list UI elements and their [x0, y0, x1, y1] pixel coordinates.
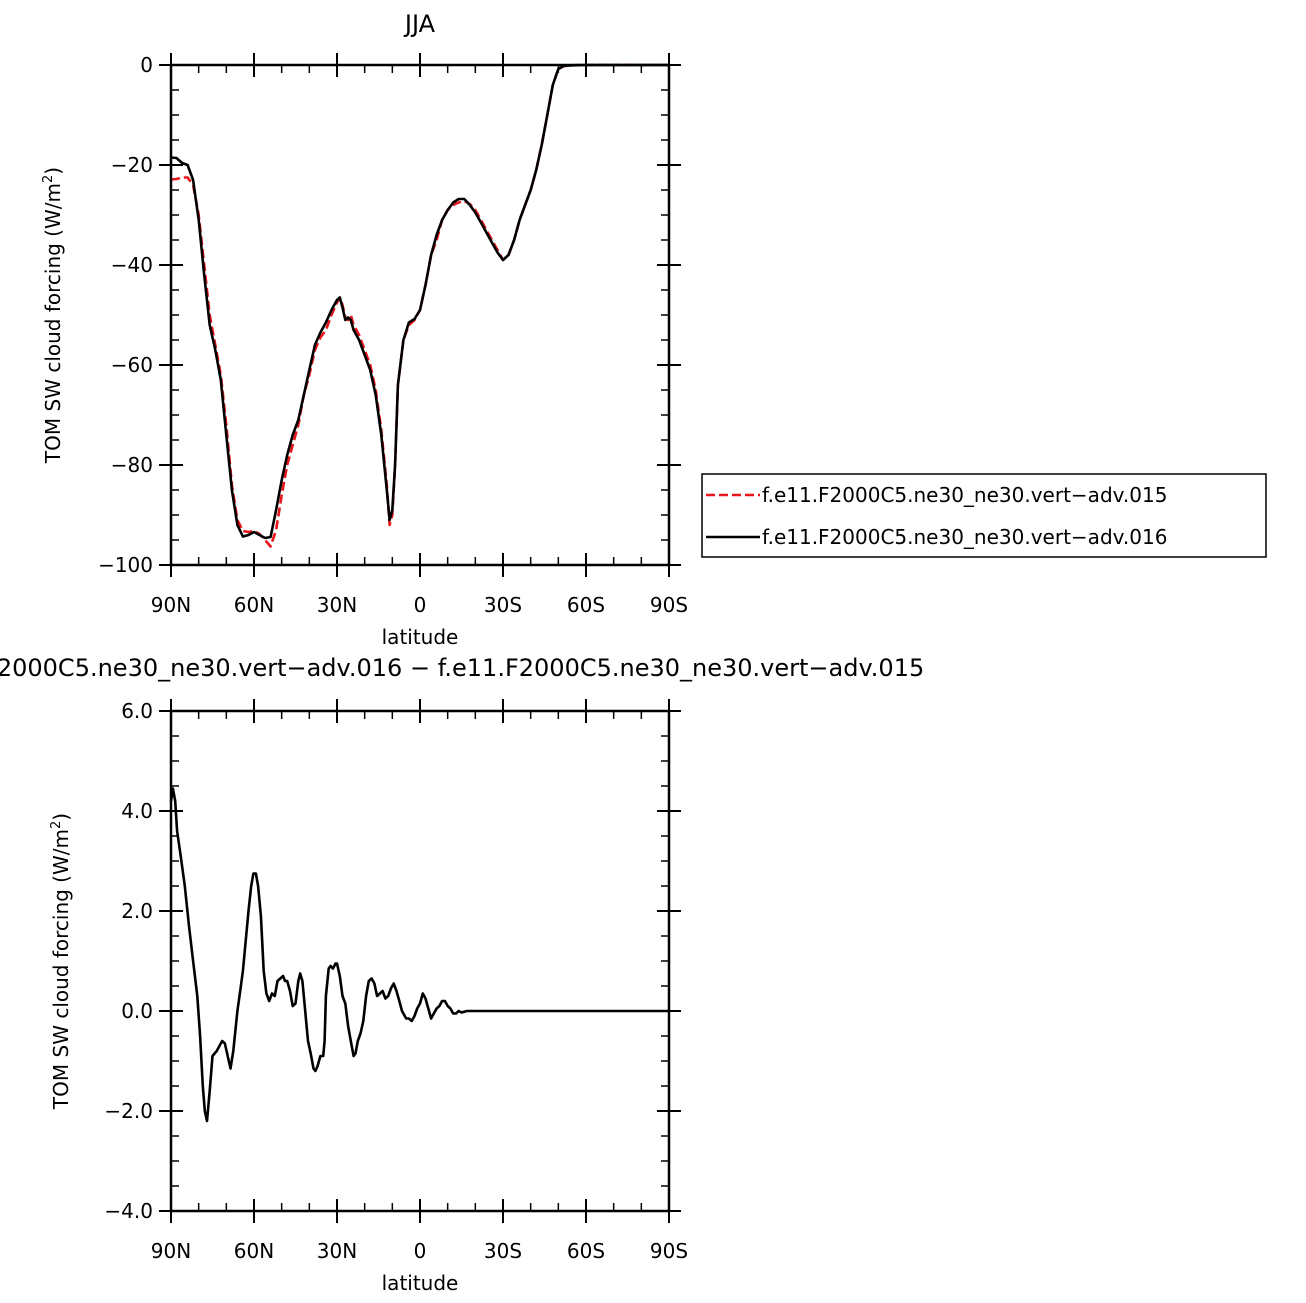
top-x-axis-label: latitude	[382, 625, 459, 649]
bottom-y-tick-label: 0.0	[121, 999, 153, 1023]
top-series-line-1	[170, 63, 669, 540]
top-series-group	[170, 63, 669, 548]
top-x-ticks: 90N 60N 30N 0 30S 60S 90S	[151, 53, 688, 617]
top-y-tick-label: −20	[111, 153, 153, 177]
bottom-x-ticks: 90N 60N 30N 0 30S 60S 90S	[151, 699, 688, 1263]
top-y-axis-label-main: TOM SW cloud forcing (W/m	[41, 183, 65, 464]
top-y-tick-label: −80	[111, 453, 153, 477]
top-x-tick-label: 60N	[234, 593, 274, 617]
top-plot-frame	[169, 63, 671, 567]
top-y-tick-label: 0	[140, 53, 153, 77]
top-y-axis-label-sup: 2	[41, 175, 56, 183]
top-x-tick-label: 0	[414, 593, 427, 617]
bottom-y-axis-label-end: )	[49, 813, 73, 821]
top-y-tick-label: −100	[98, 553, 153, 577]
bottom-x-tick-label: 60S	[567, 1239, 605, 1263]
bottom-panel: f.e11.F2000C5.ne30_ne30.vert−adv.016 − f…	[0, 654, 924, 1295]
bottom-x-tick-label: 0	[414, 1239, 427, 1263]
top-x-tick-label: 90S	[650, 593, 688, 617]
bottom-y-tick-label: 4.0	[121, 799, 153, 823]
bottom-series-line-0	[169, 787, 669, 1123]
top-y-axis-label: TOM SW cloud forcing (W/m2)	[41, 167, 65, 464]
bottom-x-tick-label: 60N	[234, 1239, 274, 1263]
top-x-tick-label: 30S	[484, 593, 522, 617]
top-y-tick-label: −40	[111, 253, 153, 277]
bottom-x-axis-label: latitude	[382, 1271, 459, 1295]
bottom-series-group	[169, 787, 669, 1123]
bottom-y-tick-label: −2.0	[104, 1099, 153, 1123]
bottom-y-tick-label: 6.0	[121, 699, 153, 723]
bottom-y-axis-label-main: TOM SW cloud forcing (W/m	[49, 829, 73, 1110]
bottom-y-tick-label: −4.0	[104, 1199, 153, 1223]
legend: f.e11.F2000C5.ne30_ne30.vert−adv.015 f.e…	[701, 473, 1267, 558]
top-chart-title: JJA	[403, 10, 436, 38]
bottom-x-tick-label: 30N	[317, 1239, 357, 1263]
legend-label-015: f.e11.F2000C5.ne30_ne30.vert−adv.015	[762, 483, 1167, 507]
bottom-y-axis-label-sup: 2	[49, 821, 64, 829]
bottom-y-tick-label: 2.0	[121, 899, 153, 923]
bottom-y-ticks: −4.0 −2.0 0.0 2.0 4.0 6.0	[104, 699, 681, 1223]
top-y-tick-label: −60	[111, 353, 153, 377]
bottom-x-tick-label: 30S	[484, 1239, 522, 1263]
bottom-x-tick-label: 90S	[650, 1239, 688, 1263]
bottom-y-axis-label: TOM SW cloud forcing (W/m2)	[49, 813, 73, 1110]
bottom-plot-frame	[169, 709, 671, 1213]
bottom-chart-title: f.e11.F2000C5.ne30_ne30.vert−adv.016 − f…	[0, 654, 924, 682]
bottom-x-tick-label: 90N	[151, 1239, 191, 1263]
top-y-ticks: −100 −80 −60 −40 −20 0	[98, 53, 681, 577]
top-x-tick-label: 30N	[317, 593, 357, 617]
top-x-tick-label: 60S	[567, 593, 605, 617]
legend-label-016: f.e11.F2000C5.ne30_ne30.vert−adv.016	[762, 525, 1167, 549]
legend-box	[701, 473, 1267, 558]
top-panel: JJA −100−80−60−40−200 90N 60N 30N 0 30S 60S 90…	[41, 10, 1267, 649]
top-y-axis-label-end: )	[41, 167, 65, 175]
top-x-tick-label: 90N	[151, 593, 191, 617]
